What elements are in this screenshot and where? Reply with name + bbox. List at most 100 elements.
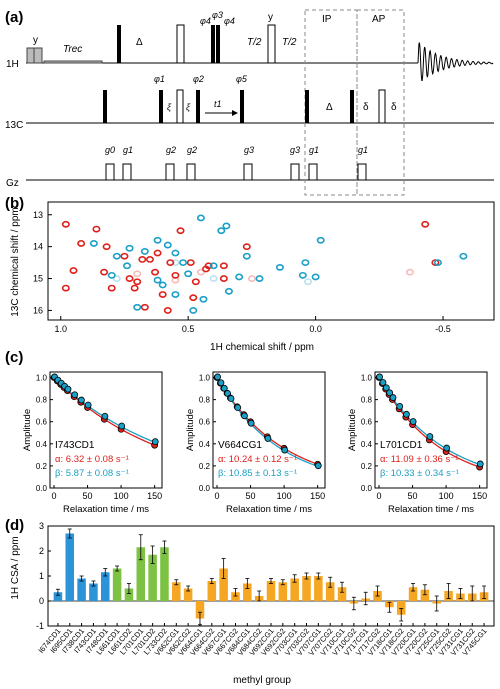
spectrum-peak-beta	[112, 252, 121, 260]
decay-xtick-label: 100	[439, 491, 454, 501]
decay-ytick-label: 0.2	[199, 462, 211, 471]
c-pulse-phi2	[196, 90, 200, 123]
decay-point-beta	[84, 401, 92, 409]
c-pulse-ap-90	[350, 90, 354, 123]
spectrum-xtick-label: 0.5	[182, 324, 195, 334]
spectrum-peak-alpha	[176, 227, 185, 235]
panel-b: (b) 1.0 0.5 0.0 -0.5 13 14 15 16 1H chemical sh…	[5, 195, 495, 353]
g-label-g3a: g3	[244, 145, 254, 155]
decay-point-beta	[264, 435, 272, 442]
decay-point-beta	[217, 379, 225, 387]
h-label-phi4b: φ4	[224, 16, 235, 26]
h-label-y2: y	[268, 12, 273, 23]
spectrum-peak-beta	[209, 262, 218, 270]
spectrum-peak-alpha	[158, 291, 167, 298]
spectrum-peak-alpha	[163, 307, 172, 314]
h-pulse-y	[267, 24, 276, 64]
ap-box	[356, 9, 405, 196]
spectrum-peak-alpha	[186, 259, 195, 266]
spectrum-peak-beta-faint	[303, 278, 312, 286]
decay-point-beta	[476, 460, 484, 468]
decay-ytick-label: 1.0	[36, 374, 48, 383]
h-pulse-phi3	[216, 25, 220, 63]
csa-xlabel: methyl group	[233, 675, 291, 686]
decay-point-beta	[382, 384, 390, 392]
spectrum-peak-alpha	[151, 268, 160, 276]
decay-ytick-label: 0.0	[361, 484, 373, 493]
spectrum-peak-beta	[125, 244, 134, 252]
decay-xtick-label: 100	[277, 491, 292, 501]
g-label-g3b: g3	[290, 145, 300, 155]
spectrum-xtick-label: -0.5	[435, 324, 451, 334]
ap-label: AP	[372, 14, 386, 25]
spectrum-peaks	[61, 214, 468, 314]
spectrum-frame	[47, 201, 495, 321]
csa-bar	[124, 588, 134, 601]
spectrum-peak-alpha	[145, 256, 154, 263]
decay-beta-rate: β: 10.85 ± 0.13 s⁻¹	[218, 468, 297, 479]
decay-beta-rate: β: 10.33 ± 0.34 s⁻¹	[380, 468, 459, 479]
spectrum-peak-beta	[255, 275, 264, 282]
decay-ytick-label: 0.8	[36, 396, 48, 405]
spectrum-xtick-label: 0.0	[309, 324, 322, 334]
h-fid-signal	[417, 42, 494, 81]
csa-bar	[396, 601, 406, 615]
spectrum-peak-beta	[179, 259, 188, 266]
spectrum-peak-alpha-faint	[405, 268, 414, 276]
spectrum-peak-beta	[235, 273, 244, 281]
decay-xlabel: Relaxation time / ms	[63, 504, 149, 515]
spectrum-peak-beta	[242, 252, 251, 260]
decay-xtick-label: 0	[51, 491, 56, 501]
decay-point-beta	[396, 402, 404, 410]
g-pulse-g2b	[186, 163, 196, 181]
g-label-g2a: g2	[166, 145, 176, 155]
csa-ytick-label: -1	[36, 621, 44, 631]
spectrum-peak-alpha	[140, 303, 149, 311]
spectrum-peak-alpha	[130, 284, 139, 292]
h-label-phi4a: φ4	[200, 16, 211, 26]
csa-bar	[136, 547, 146, 601]
decay-ytick-label: 0.8	[361, 396, 373, 405]
spectrum-peak-beta	[189, 307, 198, 314]
panel-a: (a) 1H 13C Gz IP AP y Trec Δ φ4 φ3 φ4 T/…	[5, 9, 494, 196]
g-pulse-g2a	[165, 163, 175, 181]
spectrum-peak-beta	[123, 262, 132, 270]
c-pulse-ap-180	[378, 89, 386, 124]
spectrum-peak-alpha	[133, 278, 142, 286]
ip-label: IP	[322, 14, 332, 25]
decay-alpha-rate: α: 10.24 ± 0.12 s⁻¹	[218, 454, 297, 465]
spectrum-peak-beta	[158, 281, 167, 289]
spectrum-peak-beta	[89, 240, 98, 247]
spectrum-peak-alpha	[202, 265, 211, 273]
g-label-g0: g0	[105, 145, 115, 155]
c-label-delta-small-b: δ	[391, 102, 397, 113]
spectrum-peak-beta	[301, 259, 310, 266]
c-t1-arrowhead	[232, 110, 238, 116]
h-label-t2b: T/2	[282, 37, 297, 48]
decay-methyl-name: I743CD1	[55, 440, 95, 451]
g-pulse-g1b	[308, 163, 318, 181]
g-label-g1b: g1	[309, 145, 319, 155]
c-label-delta: Δ	[326, 102, 333, 113]
csa-bar	[219, 568, 228, 601]
spectrum-peak-beta-faint	[171, 259, 180, 266]
decay-ytick-label: 1.0	[361, 374, 373, 383]
spectrum-peak-alpha	[77, 240, 86, 247]
spectrum-peak-alpha	[189, 294, 198, 302]
csa-bar	[231, 592, 240, 601]
panel-label-c: (c)	[5, 349, 23, 366]
csa-bar	[172, 582, 181, 601]
spectrum-peak-alpha	[171, 271, 180, 279]
c-label-xi2: ξ	[186, 102, 191, 112]
decay-point-beta	[389, 394, 397, 401]
spectrum-peak-alpha	[69, 267, 78, 274]
c-pulse-phi5	[240, 90, 244, 123]
decay-ytick-label: 1.0	[199, 374, 211, 383]
decay-methyl-name: V664CG1	[218, 440, 262, 451]
csa-bar	[89, 583, 98, 601]
decay-ytick-label: 0.6	[199, 418, 211, 427]
csa-bar	[53, 592, 63, 601]
spectrum-peak-beta	[171, 249, 180, 257]
spectrum-peak-beta	[298, 271, 307, 279]
